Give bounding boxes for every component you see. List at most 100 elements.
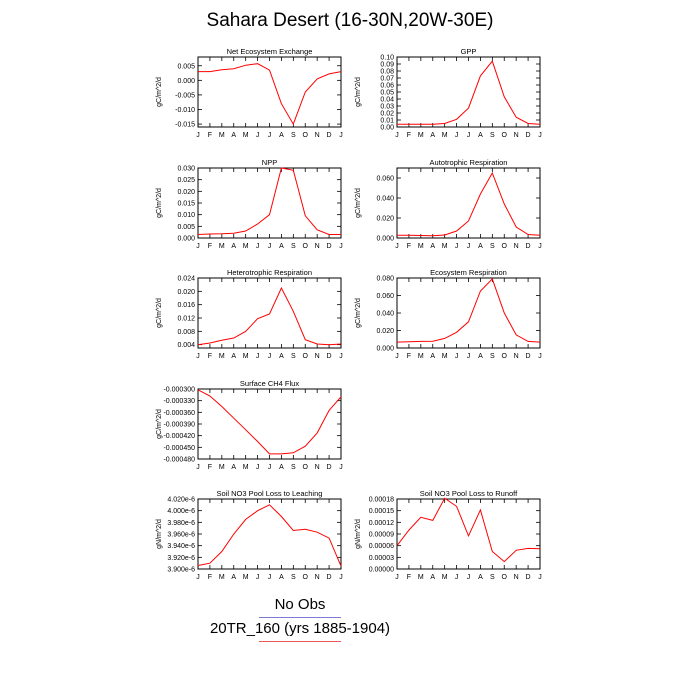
x-tick-label: J — [268, 464, 272, 471]
x-tick-label: J — [455, 353, 459, 360]
y-tick-label: 0.024 — [177, 276, 195, 283]
y-tick-label: 0.020 — [376, 216, 394, 223]
panel-8: Soil NO3 Pool Loss to Leaching gN/m^2/d 4.… — [156, 489, 343, 581]
x-tick-label: J — [395, 132, 399, 139]
x-tick-label: M — [442, 243, 448, 250]
x-tick-label: A — [231, 132, 236, 139]
panel-frame — [396, 277, 541, 349]
y-tick-label: 3.920e-6 — [167, 555, 195, 562]
panel-title: Surface CH4 Flux — [240, 379, 299, 388]
x-tick-label: N — [315, 353, 320, 360]
x-tick-label: J — [455, 574, 459, 581]
y-tick-label: 4.020e-6 — [167, 497, 195, 504]
x-tick-label: O — [502, 132, 508, 139]
x-tick-label: O — [303, 243, 309, 250]
y-tick-label: 3.940e-6 — [167, 543, 195, 550]
x-tick-label: A — [430, 353, 435, 360]
legend-obs-label: No Obs — [274, 596, 326, 613]
x-tick-label: D — [327, 464, 332, 471]
panel-frame — [197, 56, 342, 128]
y-tick-label: 0.015 — [177, 201, 195, 208]
x-tick-label: A — [430, 574, 435, 581]
y-tick-label: 0.000 — [376, 236, 394, 243]
legend-obs-line — [259, 617, 341, 618]
y-tick-label: 0.040 — [376, 311, 394, 318]
x-tick-label: M — [243, 574, 249, 581]
x-tick-label: J — [339, 243, 343, 250]
y-axis-label: gC/m^2/d — [355, 77, 362, 107]
y-tick-label: 0.00012 — [369, 520, 394, 527]
x-tick-label: J — [538, 353, 542, 360]
x-tick-label: N — [315, 243, 320, 250]
y-tick-label: 0.03 — [380, 104, 394, 111]
y-tick-label: 0.020 — [177, 289, 195, 296]
series-line — [396, 277, 541, 343]
x-tick-label: M — [418, 353, 424, 360]
x-tick-label: J — [455, 243, 459, 250]
y-tick-label: 0.09 — [380, 62, 394, 69]
x-tick-label: A — [430, 132, 435, 139]
x-tick-label: J — [256, 464, 260, 471]
panel-1: Net Ecosystem Exchange gC/m^2/d 0.005 0.000… — [156, 47, 343, 139]
y-tick-label: 0.020 — [177, 189, 195, 196]
panel-title: Ecosystem Respiration — [430, 268, 507, 277]
x-tick-label: M — [418, 574, 424, 581]
x-tick-label: J — [196, 574, 200, 581]
x-tick-label: F — [208, 132, 212, 139]
y-tick-label: 0.016 — [177, 302, 195, 309]
x-tick-label: F — [208, 574, 212, 581]
y-tick-label: 3.980e-6 — [167, 520, 195, 527]
x-tick-label: M — [243, 132, 249, 139]
y-tick-label: 0.020 — [376, 328, 394, 335]
x-tick-label: O — [502, 243, 508, 250]
x-tick-label: M — [219, 132, 225, 139]
x-tick-label: A — [478, 132, 483, 139]
x-tick-label: M — [418, 243, 424, 250]
x-tick-label: M — [442, 353, 448, 360]
x-tick-label: J — [538, 574, 542, 581]
y-axis-label: gN/m^2/d — [355, 519, 362, 549]
x-tick-label: N — [514, 243, 519, 250]
x-tick-label: N — [514, 132, 519, 139]
figure-title: Sahara Desert (16-30N,20W-30E) — [206, 10, 494, 31]
y-tick-label: -0.010 — [175, 107, 195, 114]
y-tick-label: 0.080 — [376, 276, 394, 283]
x-tick-label: M — [219, 574, 225, 581]
y-tick-label: 0.060 — [376, 176, 394, 183]
y-tick-label: -0.000360 — [163, 410, 195, 417]
x-tick-label: D — [526, 353, 531, 360]
y-axis-label: gC/m^2/d — [355, 188, 362, 218]
y-axis-label: gC/m^2/d — [156, 409, 163, 439]
y-tick-label: -0.000330 — [163, 398, 195, 405]
x-tick-label: N — [315, 132, 320, 139]
y-tick-label: 4.000e-6 — [167, 508, 195, 515]
x-tick-label: J — [256, 353, 260, 360]
y-tick-label: 0.07 — [380, 76, 394, 83]
x-tick-label: J — [339, 464, 343, 471]
y-tick-label: 0.025 — [177, 177, 195, 184]
x-tick-label: M — [442, 132, 448, 139]
panel-2: GPPgC/m^2/d0.100.090.080.070.060.050.040… — [355, 47, 542, 139]
x-tick-label: J — [339, 353, 343, 360]
x-tick-label: O — [303, 574, 309, 581]
y-tick-label: 0.06 — [380, 83, 394, 90]
y-tick-label: 0.060 — [376, 293, 394, 300]
y-tick-label: 3.960e-6 — [167, 532, 195, 539]
x-tick-label: A — [478, 574, 483, 581]
x-tick-label: J — [339, 574, 343, 581]
y-axis-label: gC/m^2/d — [156, 188, 163, 218]
y-tick-label: -0.005 — [175, 92, 195, 99]
y-tick-label: 0.008 — [177, 329, 195, 336]
x-tick-label: S — [291, 574, 296, 581]
legend-model-label: 20TR_160 (yrs 1885-1904) — [209, 620, 391, 637]
x-tick-label: M — [219, 464, 225, 471]
y-tick-label: 0.00 — [380, 125, 394, 132]
panel-frame — [396, 167, 541, 239]
x-tick-label: F — [407, 353, 411, 360]
x-tick-label: J — [268, 353, 272, 360]
x-tick-label: F — [208, 464, 212, 471]
x-tick-label: O — [502, 353, 508, 360]
x-tick-label: O — [502, 574, 508, 581]
x-tick-label: J — [467, 132, 471, 139]
